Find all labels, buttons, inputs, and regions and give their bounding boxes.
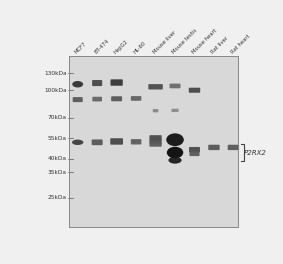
Text: 40kDa: 40kDa: [48, 156, 67, 161]
FancyBboxPatch shape: [110, 138, 123, 145]
FancyBboxPatch shape: [153, 109, 158, 112]
Ellipse shape: [166, 133, 184, 146]
FancyBboxPatch shape: [92, 97, 102, 101]
Text: Mouse liver: Mouse liver: [152, 30, 177, 55]
Ellipse shape: [72, 140, 83, 145]
FancyBboxPatch shape: [228, 145, 239, 150]
Text: BT-474: BT-474: [94, 39, 110, 55]
FancyBboxPatch shape: [110, 79, 123, 86]
FancyBboxPatch shape: [189, 88, 200, 93]
Text: Mouse heart: Mouse heart: [191, 28, 218, 55]
FancyBboxPatch shape: [73, 97, 83, 102]
Text: MCF7: MCF7: [74, 41, 88, 55]
Text: 25kDa: 25kDa: [48, 195, 67, 200]
FancyBboxPatch shape: [111, 96, 122, 101]
FancyBboxPatch shape: [170, 84, 181, 88]
Text: Rat liver: Rat liver: [211, 36, 230, 55]
FancyBboxPatch shape: [149, 142, 162, 147]
FancyBboxPatch shape: [149, 135, 162, 140]
Ellipse shape: [168, 157, 182, 164]
Ellipse shape: [72, 81, 83, 87]
Ellipse shape: [167, 147, 183, 158]
FancyBboxPatch shape: [92, 139, 103, 145]
FancyBboxPatch shape: [171, 109, 179, 112]
Text: 55kDa: 55kDa: [48, 135, 67, 140]
Text: HepG2: HepG2: [113, 39, 129, 55]
FancyBboxPatch shape: [208, 145, 220, 150]
FancyBboxPatch shape: [189, 151, 200, 156]
FancyBboxPatch shape: [92, 80, 102, 86]
Text: 100kDa: 100kDa: [44, 88, 67, 93]
FancyBboxPatch shape: [148, 84, 163, 89]
Text: 35kDa: 35kDa: [48, 170, 67, 175]
FancyBboxPatch shape: [189, 147, 200, 152]
FancyBboxPatch shape: [69, 56, 238, 227]
Text: P2RX2: P2RX2: [244, 149, 267, 155]
FancyBboxPatch shape: [131, 139, 142, 144]
Text: Mouse testis: Mouse testis: [171, 28, 198, 55]
Text: 70kDa: 70kDa: [48, 115, 67, 120]
FancyBboxPatch shape: [149, 139, 162, 144]
Text: HL-60: HL-60: [132, 41, 147, 55]
FancyBboxPatch shape: [131, 96, 142, 101]
Text: 130kDa: 130kDa: [44, 71, 67, 76]
Text: Rat heart: Rat heart: [230, 34, 251, 55]
